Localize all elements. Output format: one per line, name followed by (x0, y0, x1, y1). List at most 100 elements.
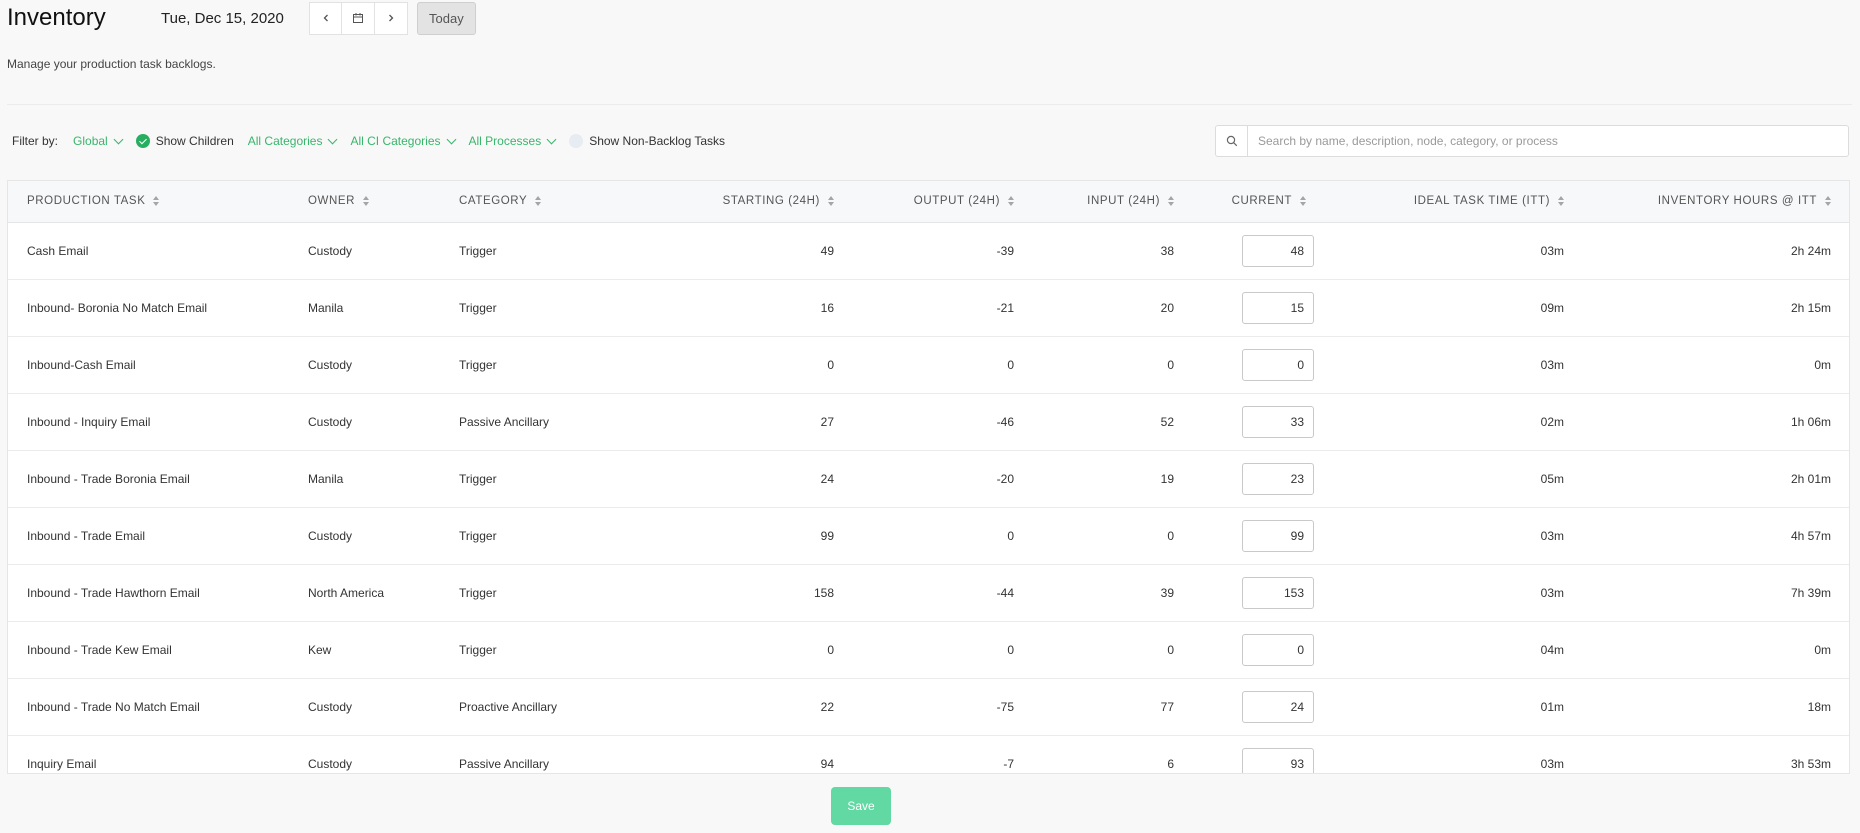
column-header-inventory-hours[interactable]: INVENTORY HOURS @ ITT (1564, 181, 1849, 223)
column-header-starting[interactable]: STARTING (24H) (626, 181, 834, 223)
input-cell: 77 (1160, 699, 1174, 714)
scope-dropdown[interactable]: Global (73, 134, 124, 148)
current-input[interactable] (1242, 576, 1314, 609)
checkmark-icon (135, 134, 150, 148)
category-cell: Trigger (459, 300, 497, 315)
owner-cell: Manila (308, 471, 344, 486)
input-cell: 0 (1167, 528, 1174, 543)
show-non-backlog-checkbox[interactable]: Show Non-Backlog Tasks (569, 134, 725, 148)
inventory-hours-cell: 2h 15m (1790, 300, 1831, 315)
owner-cell: North America (308, 585, 385, 600)
starting-cell: 49 (820, 243, 834, 258)
ci-categories-dropdown[interactable]: All CI Categories (350, 134, 456, 148)
current-input[interactable] (1242, 519, 1314, 552)
processes-dropdown[interactable]: All Processes (468, 134, 557, 148)
footer: Save (0, 774, 1860, 833)
current-input[interactable] (1242, 690, 1314, 723)
table-row: Inbound - Trade Boronia Email Manila Trigg… (8, 450, 1849, 507)
current-input[interactable] (1242, 348, 1314, 381)
sort-icon (1300, 196, 1306, 207)
output-cell: 0 (1007, 357, 1014, 372)
table-row: Inbound - Trade Kew Email Kew Trigger 0 0 0 04… (8, 621, 1849, 678)
column-header-task[interactable]: PRODUCTION TASK (8, 181, 308, 223)
search-input[interactable] (1248, 126, 1848, 156)
show-children-label: Show Children (155, 134, 234, 148)
search-box (1215, 125, 1849, 157)
starting-cell: 24 (820, 471, 834, 486)
column-header-output[interactable]: OUTPUT (24H) (834, 181, 1014, 223)
table-header-row: PRODUCTION TASK OWNER CATEGORY STARTING … (8, 181, 1849, 223)
current-cell (1174, 279, 1314, 336)
owner-cell: Custody (308, 756, 353, 771)
column-header-owner[interactable]: OWNER (308, 181, 459, 223)
today-button[interactable]: Today (417, 1, 476, 35)
table-row: Inbound - Trade No Match Email Custody Pro… (8, 678, 1849, 735)
current-input[interactable] (1242, 633, 1314, 666)
current-input[interactable] (1242, 747, 1314, 773)
category-cell: Passive Ancillary (459, 414, 550, 429)
output-cell: 0 (1007, 642, 1014, 657)
inventory-hours-cell: 2h 24m (1790, 243, 1831, 258)
task-name-cell: Inbound - Trade Email (27, 528, 146, 543)
current-cell (1174, 735, 1314, 773)
column-header-input[interactable]: INPUT (24H) (1014, 181, 1174, 223)
current-input[interactable] (1242, 234, 1314, 267)
page-title: Inventory (7, 4, 106, 31)
task-name-cell: Inquiry Email (27, 756, 97, 771)
category-cell: Passive Ancillary (459, 756, 550, 771)
next-day-button[interactable] (375, 1, 408, 35)
current-input[interactable] (1242, 291, 1314, 324)
itt-cell: 03m (1540, 357, 1564, 372)
current-cell (1174, 678, 1314, 735)
current-input[interactable] (1242, 405, 1314, 438)
category-cell: Trigger (459, 357, 497, 372)
inventory-hours-cell: 7h 39m (1790, 585, 1831, 600)
table-row: Inbound - Trade Hawthorn Email North Amer… (8, 564, 1849, 621)
input-cell: 39 (1160, 585, 1174, 600)
previous-day-button[interactable] (309, 1, 342, 35)
column-header-itt[interactable]: IDEAL TASK TIME (ITT) (1314, 181, 1564, 223)
itt-cell: 03m (1540, 528, 1564, 543)
input-cell: 6 (1167, 756, 1174, 771)
inventory-table: PRODUCTION TASK OWNER CATEGORY STARTING … (7, 180, 1850, 774)
inventory-hours-cell: 0m (1814, 357, 1831, 372)
date-navigation (309, 1, 408, 35)
current-cell (1174, 564, 1314, 621)
show-children-checkbox[interactable]: Show Children (135, 134, 234, 148)
input-cell: 0 (1167, 642, 1174, 657)
page-header: Inventory Tue, Dec 15, 2020 Today (7, 0, 476, 36)
output-cell: -20 (996, 471, 1014, 486)
itt-cell: 03m (1540, 585, 1564, 600)
search-button[interactable] (1216, 126, 1248, 156)
column-header-category[interactable]: CATEGORY (459, 181, 626, 223)
sort-icon (363, 196, 370, 207)
sort-icon (1008, 196, 1014, 207)
categories-dropdown[interactable]: All Categories (248, 134, 338, 148)
category-cell: Trigger (459, 642, 497, 657)
current-input[interactable] (1242, 462, 1314, 495)
save-button[interactable]: Save (831, 787, 891, 825)
show-non-backlog-label: Show Non-Backlog Tasks (589, 134, 726, 148)
calendar-button[interactable] (342, 1, 375, 35)
starting-cell: 16 (820, 300, 834, 315)
processes-dropdown-label: All Processes (468, 134, 542, 148)
chevron-left-icon (323, 14, 328, 22)
task-name-cell: Inbound - Trade Boronia Email (27, 471, 190, 486)
category-cell: Trigger (459, 528, 497, 543)
output-cell: -7 (1003, 756, 1014, 771)
column-header-current[interactable]: CURRENT (1174, 181, 1314, 223)
inventory-hours-cell: 0m (1814, 642, 1831, 657)
unchecked-circle-icon (569, 134, 584, 148)
starting-cell: 158 (813, 585, 834, 600)
sort-icon (153, 196, 160, 207)
table-row: Cash Email Custody Trigger 49 -39 38 03m 2h 24m (8, 222, 1849, 279)
output-cell: -75 (996, 699, 1014, 714)
output-cell: -46 (996, 414, 1014, 429)
inventory-hours-cell: 2h 01m (1790, 471, 1831, 486)
table-row: Inbound - Trade Email Custody Trigger 99 0 0 0… (8, 507, 1849, 564)
page-subtitle: Manage your production task backlogs. (7, 57, 216, 71)
current-cell (1174, 507, 1314, 564)
category-cell: Trigger (459, 243, 497, 258)
output-cell: 0 (1007, 528, 1014, 543)
chevron-down-icon (113, 134, 124, 144)
